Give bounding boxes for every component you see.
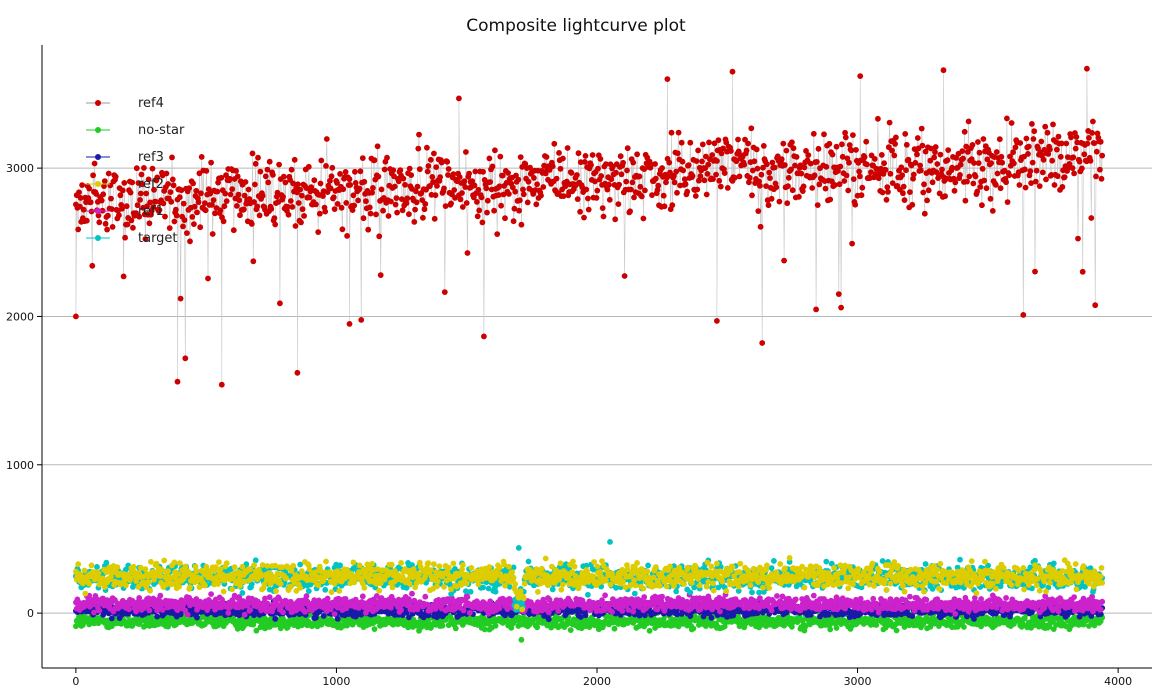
point-ref3 xyxy=(545,616,552,623)
point-target xyxy=(492,588,499,595)
point-no-star xyxy=(827,626,834,633)
point-no-star xyxy=(646,627,653,634)
point-target xyxy=(525,558,532,565)
point-ref1 xyxy=(409,590,415,597)
point-ref1 xyxy=(1097,606,1104,613)
point-target xyxy=(645,562,651,569)
point-no-star xyxy=(86,621,93,628)
point-target xyxy=(549,586,556,593)
point-ref1 xyxy=(602,592,608,599)
point-ref1 xyxy=(952,610,959,617)
point-ref3 xyxy=(334,615,341,622)
point-target xyxy=(673,588,680,595)
point-target xyxy=(771,558,777,564)
point-ref1 xyxy=(810,592,817,599)
point-ref1 xyxy=(792,596,799,603)
point-target xyxy=(305,588,312,594)
point-no-star xyxy=(687,617,694,624)
point-target xyxy=(515,545,522,551)
point-no-star xyxy=(452,625,459,632)
point-ref1 xyxy=(247,607,254,613)
point-no-star xyxy=(833,625,840,631)
point-target xyxy=(94,564,100,570)
point-ref1 xyxy=(496,605,503,612)
point-ref1 xyxy=(280,609,286,616)
chart-title: Composite lightcurve plot xyxy=(466,16,686,36)
point-target xyxy=(631,590,638,597)
point-no-star xyxy=(492,622,499,629)
point-ref1 xyxy=(641,594,648,600)
point-ref1 xyxy=(619,608,626,614)
point-ref1 xyxy=(225,610,232,616)
point-no-star xyxy=(439,622,446,629)
point-ref1 xyxy=(857,595,864,602)
point-ref3 xyxy=(272,616,279,622)
point-target xyxy=(239,590,246,596)
point-ref1 xyxy=(1099,598,1106,605)
point-ref1 xyxy=(398,607,404,613)
point-ref3 xyxy=(320,613,327,619)
point-ref1 xyxy=(460,607,467,614)
point-target xyxy=(480,584,486,591)
point-ref1 xyxy=(1071,594,1077,600)
point-ref1 xyxy=(331,611,338,617)
point-ref1 xyxy=(241,611,248,618)
point-target xyxy=(322,586,329,593)
point-target xyxy=(749,589,755,596)
point-ref3 xyxy=(582,612,589,619)
point-target xyxy=(607,539,613,545)
point-no-star xyxy=(234,625,241,632)
point-ref1 xyxy=(146,607,153,614)
data-layer xyxy=(73,65,1106,643)
point-ref3 xyxy=(108,615,115,622)
point-ref1 xyxy=(96,607,103,614)
point-ref1 xyxy=(923,596,930,603)
point-no-star xyxy=(534,624,540,631)
point-no-star xyxy=(328,617,335,623)
point-ref1 xyxy=(422,593,429,600)
point-no-star xyxy=(481,626,488,633)
point-ref1 xyxy=(555,608,562,614)
point-ref1 xyxy=(184,611,191,618)
point-ref1 xyxy=(907,593,913,600)
point-ref1 xyxy=(126,606,132,613)
point-no-star xyxy=(371,626,378,632)
point-no-star xyxy=(567,627,574,633)
point-ref1 xyxy=(659,593,665,600)
point-target xyxy=(687,589,694,596)
point-ref1 xyxy=(774,593,780,599)
point-target xyxy=(585,591,591,598)
point-target xyxy=(823,558,830,565)
point-ref1 xyxy=(466,609,473,616)
point-no-star xyxy=(73,623,79,630)
point-ref3 xyxy=(194,614,200,621)
point-ref1 xyxy=(359,593,366,600)
point-ref1 xyxy=(208,591,215,597)
point-no-star xyxy=(518,636,525,643)
point-target xyxy=(467,588,474,595)
point-ref1 xyxy=(264,600,271,607)
point-ref1 xyxy=(414,606,421,613)
point-ref1 xyxy=(464,594,471,600)
point-no-star xyxy=(721,623,728,630)
point-no-star xyxy=(611,625,618,632)
point-no-star xyxy=(961,624,967,630)
point-no-star xyxy=(690,625,697,632)
point-ref1 xyxy=(609,609,615,615)
point-no-star xyxy=(873,622,880,628)
point-ref1 xyxy=(717,608,723,615)
point-ref3 xyxy=(708,614,715,621)
point-ref3 xyxy=(154,613,161,620)
point-ref1 xyxy=(266,594,273,601)
point-ref1 xyxy=(157,592,164,599)
point-no-star xyxy=(893,627,900,634)
point-ref1 xyxy=(1003,595,1009,601)
point-no-star xyxy=(165,623,172,630)
point-no-star xyxy=(253,627,260,634)
point-ref1 xyxy=(768,607,775,614)
